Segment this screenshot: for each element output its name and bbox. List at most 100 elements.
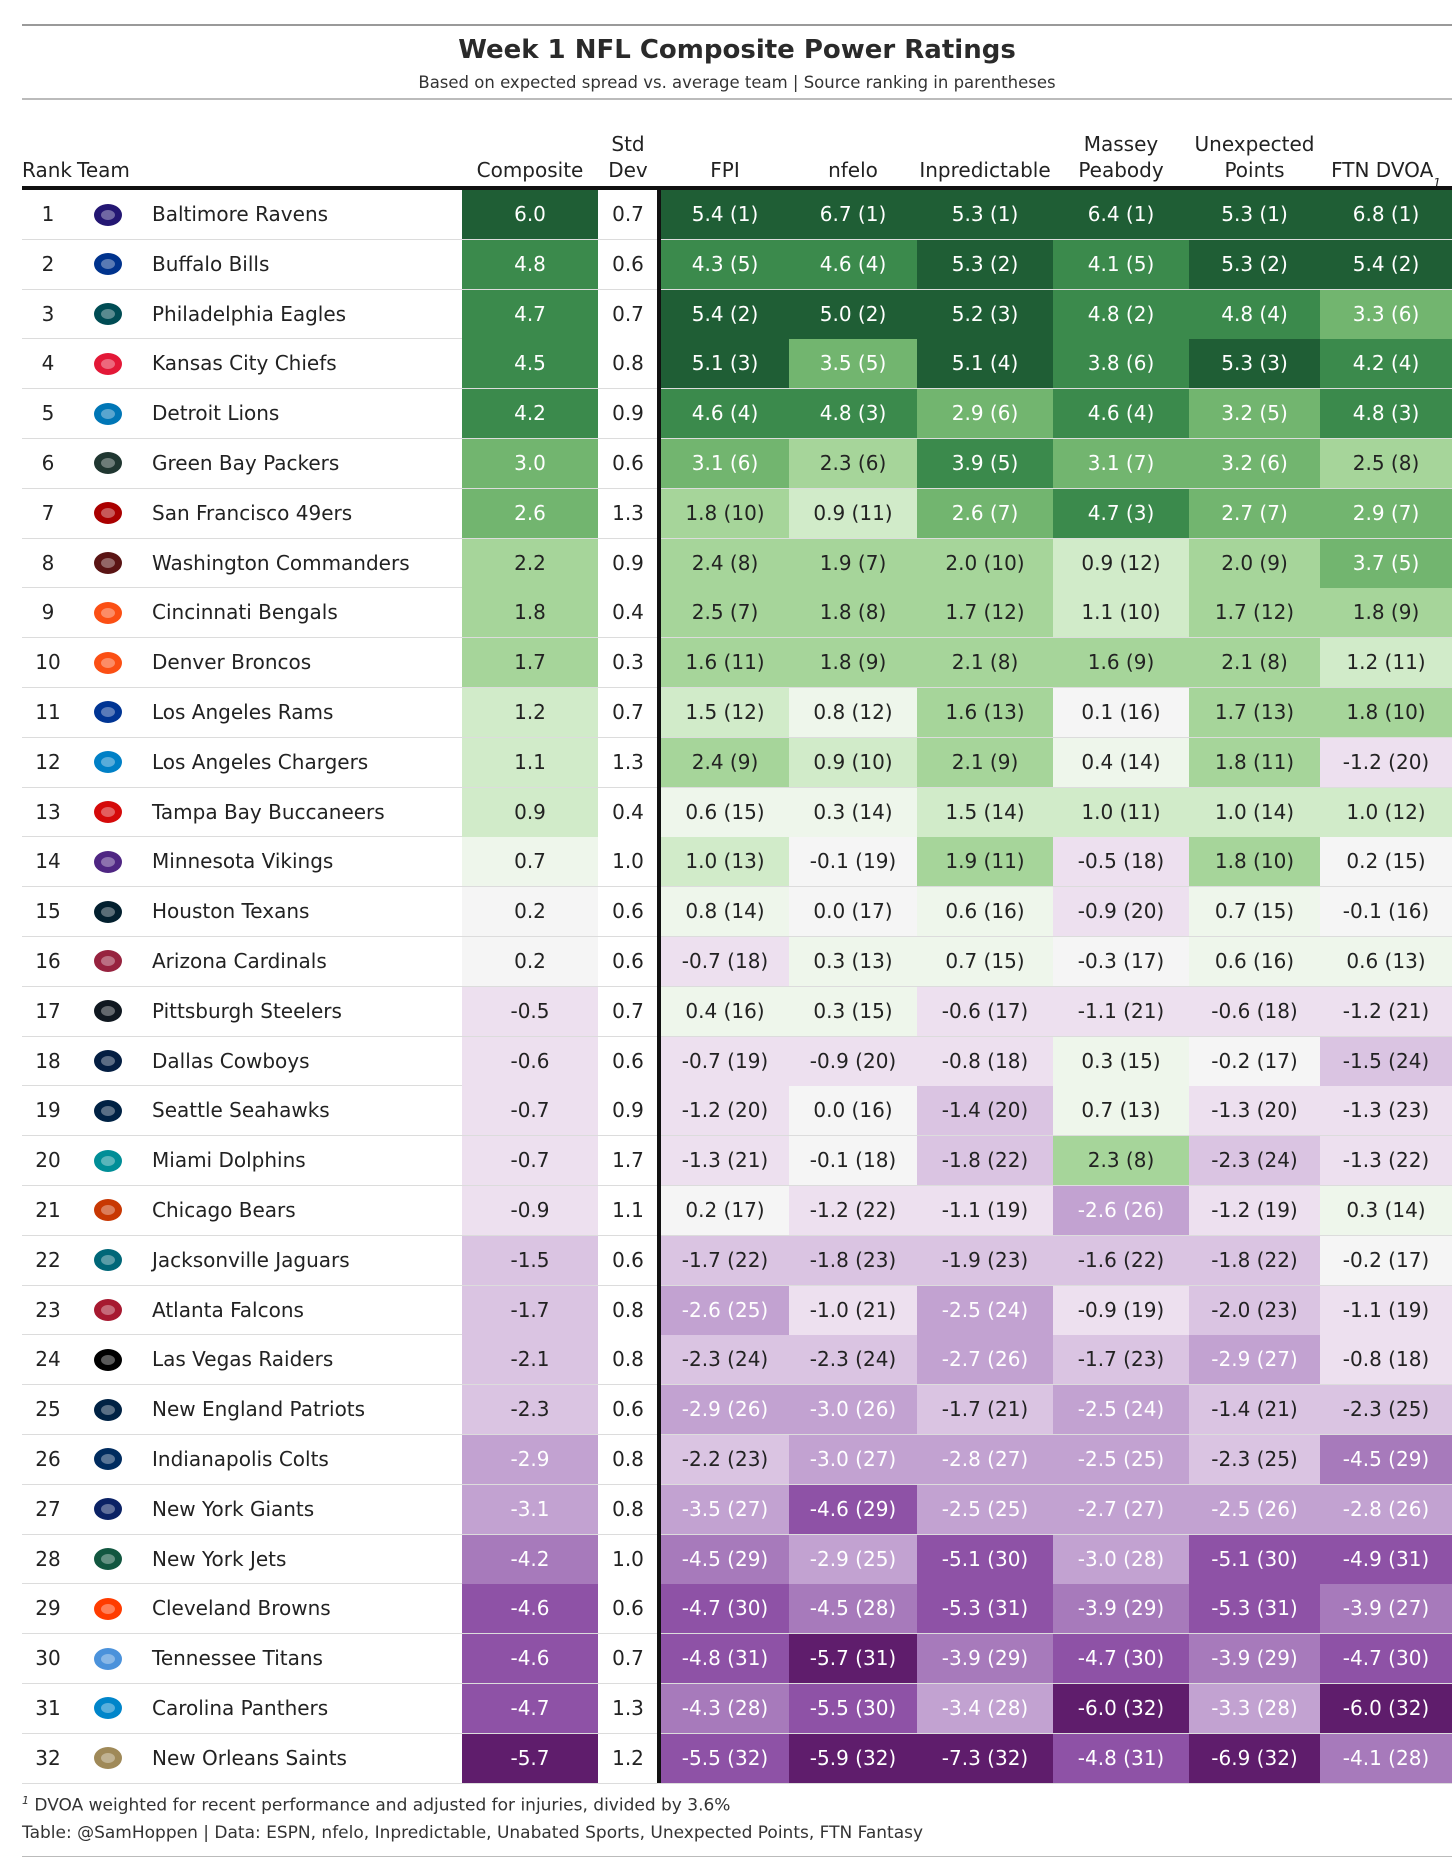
composite-cell: 0.7 [462, 837, 598, 887]
team-name-cell: Carolina Panthers [152, 1695, 329, 1720]
ftn-dvoa-cell: 0.6 (13) [1320, 936, 1452, 986]
table-row: 6 Green Bay Packers 3.0 0.6 3.1 (6) 2.3 (6) 3.… [22, 438, 1452, 489]
inpredictable-cell: 3.9 (5) [917, 438, 1053, 488]
team-name-cell: Denver Broncos [152, 650, 312, 675]
ftn-dvoa-cell: 1.0 (12) [1320, 787, 1452, 837]
massey-peabody-cell: -2.5 (25) [1053, 1434, 1189, 1484]
composite-cell: -4.2 [462, 1534, 598, 1584]
unexpected-points-cell: -1.2 (19) [1189, 1185, 1320, 1235]
nfelo-cell: 3.5 (5) [789, 339, 917, 389]
inpredictable-cell: 1.5 (14) [917, 787, 1053, 837]
chiefs-logo [88, 339, 128, 388]
massey-peabody-cell: -1.7 (23) [1053, 1335, 1189, 1385]
massey-peabody-cell: -0.3 (17) [1053, 936, 1189, 986]
inpredictable-cell: 1.6 (13) [917, 687, 1053, 737]
team-name-cell: Chicago Bears [152, 1197, 296, 1222]
nfelo-cell: 0.3 (14) [789, 787, 917, 837]
std-dev-cell: 0.9 [598, 1086, 658, 1136]
std-dev-cell: 0.7 [598, 687, 658, 737]
footnote: 1 DVOA weighted for recent performance a… [22, 1786, 730, 1816]
unexpected-points-cell: 1.7 (12) [1189, 588, 1320, 638]
jets-logo [88, 1535, 128, 1584]
ftn-dvoa-cell: -4.7 (30) [1320, 1634, 1452, 1684]
unexpected-points-cell: 1.8 (11) [1189, 737, 1320, 787]
rank-cell: 28 [35, 1546, 61, 1571]
team-name-cell: Kansas City Chiefs [152, 351, 337, 376]
header-composite: Composite [476, 158, 584, 182]
table-row: 12 Los Angeles Chargers 1.1 1.3 2.4 (9) 0.9 (… [22, 737, 1452, 788]
inpredictable-cell: -1.1 (19) [917, 1185, 1053, 1235]
fpi-cell: -2.6 (25) [661, 1285, 789, 1335]
unexpected-points-cell: -3.9 (29) [1189, 1634, 1320, 1684]
ftn-dvoa-cell: 6.8 (1) [1320, 190, 1452, 239]
fpi-cell: -0.7 (19) [661, 1036, 789, 1086]
std-dev-cell: 0.3 [598, 638, 658, 688]
nfelo-cell: 0.3 (13) [789, 936, 917, 986]
composite-cell: 4.7 [462, 289, 598, 339]
composite-cell: -0.7 [462, 1136, 598, 1186]
std-dev-cell: 0.9 [598, 538, 658, 588]
std-dev-cell: 0.6 [598, 239, 658, 289]
rank-cell: 21 [35, 1197, 61, 1222]
nfelo-cell: -0.1 (18) [789, 1136, 917, 1186]
composite-cell: -2.1 [462, 1335, 598, 1385]
rank-cell: 20 [35, 1148, 61, 1173]
49ers-logo [88, 489, 128, 538]
inpredictable-cell: -1.8 (22) [917, 1136, 1053, 1186]
std-dev-cell: 1.2 [598, 1733, 658, 1783]
std-dev-cell: 0.6 [598, 1235, 658, 1285]
nfelo-cell: -0.1 (19) [789, 837, 917, 887]
fpi-cell: -4.7 (30) [661, 1584, 789, 1634]
std-dev-cell: 1.3 [598, 488, 658, 538]
table-row: 15 Houston Texans 0.2 0.6 0.8 (14) 0.0 (17) 0.… [22, 887, 1452, 937]
nfelo-cell: -2.3 (24) [789, 1335, 917, 1385]
rank-cell: 24 [35, 1347, 61, 1372]
team-name-cell: Tennessee Titans [152, 1646, 323, 1671]
packers-logo [88, 439, 128, 488]
composite-cell: -0.9 [462, 1185, 598, 1235]
nfelo-cell: -5.5 (30) [789, 1683, 917, 1733]
std-dev-cell: 1.0 [598, 1534, 658, 1584]
nfelo-cell: 0.0 (17) [789, 887, 917, 937]
table-row: 30 Tennessee Titans -4.6 0.7 -4.8 (31) -5.7 (… [22, 1634, 1452, 1684]
composite-cell: 1.7 [462, 638, 598, 688]
composite-cell: -4.7 [462, 1683, 598, 1733]
browns-logo [88, 1584, 128, 1633]
std-dev-cell: 0.8 [598, 1434, 658, 1484]
table-row: 17 Pittsburgh Steelers -0.5 0.7 0.4 (16) 0.3 … [22, 986, 1452, 1037]
saints-logo [88, 1734, 128, 1783]
nfelo-cell: 5.0 (2) [789, 289, 917, 339]
massey-peabody-cell: -0.9 (19) [1053, 1285, 1189, 1335]
fpi-cell: -0.7 (18) [661, 936, 789, 986]
inpredictable-cell: -2.5 (24) [917, 1285, 1053, 1335]
rams-logo [88, 688, 128, 737]
rank-cell: 31 [35, 1695, 61, 1720]
team-name-cell: Tampa Bay Buccaneers [152, 799, 385, 824]
team-name-cell: Washington Commanders [152, 550, 410, 575]
rank-cell: 14 [35, 849, 61, 874]
table-row: 23 Atlanta Falcons -1.7 0.8 -2.6 (25) -1.0 (2… [22, 1285, 1452, 1336]
fpi-cell: 2.4 (9) [661, 737, 789, 787]
std-dev-cell: 0.7 [598, 1634, 658, 1684]
team-name-cell: Seattle Seahawks [152, 1098, 330, 1123]
ftn-dvoa-cell: -4.5 (29) [1320, 1434, 1452, 1484]
team-name-cell: Arizona Cardinals [152, 948, 327, 973]
ftn-dvoa-cell: -4.9 (31) [1320, 1534, 1452, 1584]
unexpected-points-cell: -3.3 (28) [1189, 1683, 1320, 1733]
header-rule [22, 98, 1452, 100]
fpi-cell: 0.4 (16) [661, 986, 789, 1036]
nfelo-cell: -0.9 (20) [789, 1036, 917, 1086]
ftn-dvoa-cell: -1.3 (22) [1320, 1136, 1452, 1186]
team-name-cell: Los Angeles Rams [152, 699, 334, 724]
composite-cell: 0.2 [462, 936, 598, 986]
unexpected-points-cell: -2.9 (27) [1189, 1335, 1320, 1385]
inpredictable-cell: 5.2 (3) [917, 289, 1053, 339]
unexpected-points-cell: -1.4 (21) [1189, 1385, 1320, 1435]
nfelo-cell: -5.9 (32) [789, 1733, 917, 1783]
composite-cell: -4.6 [462, 1584, 598, 1634]
team-name-cell: Los Angeles Chargers [152, 749, 369, 774]
header-ftn-label: FTN DVOA [1331, 158, 1434, 182]
massey-peabody-cell: 4.7 (3) [1053, 488, 1189, 538]
inpredictable-cell: 0.6 (16) [917, 887, 1053, 937]
std-dev-cell: 0.6 [598, 438, 658, 488]
